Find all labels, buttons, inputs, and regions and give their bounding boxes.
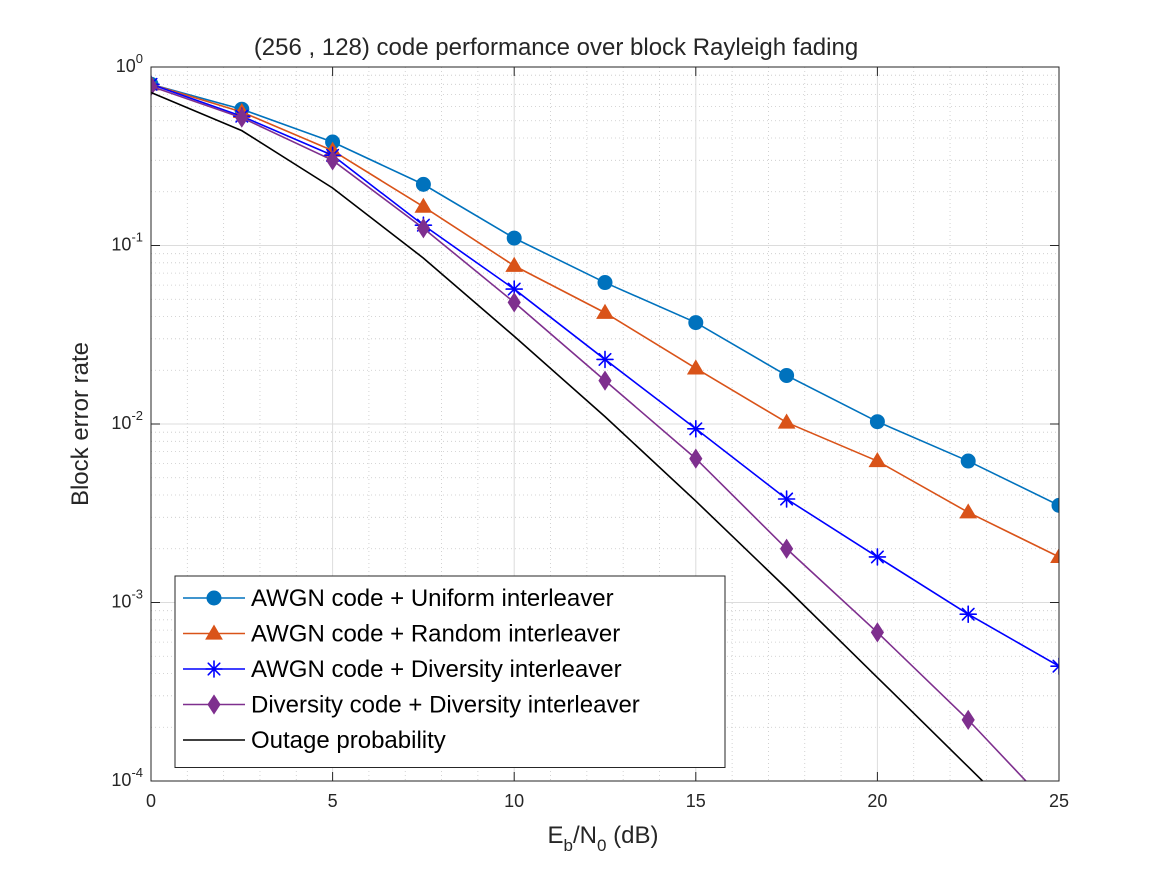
data-point-awgn-code-uniform-interleaver <box>960 453 976 469</box>
x-tick-label: 10 <box>504 791 524 811</box>
data-point-diversity-code-diversity-interleaver <box>780 538 794 559</box>
y-tick-label-base: 10 <box>111 592 131 612</box>
data-point-diversity-code-diversity-interleaver <box>689 448 703 469</box>
data-point-awgn-code-uniform-interleaver <box>506 230 522 246</box>
legend-label-diversity-code-diversity-interleaver: Diversity code + Diversity interleaver <box>251 692 640 719</box>
y-tick-label-exponent: -3 <box>131 587 143 602</box>
legend-label-awgn-code-uniform-interleaver: AWGN code + Uniform interleaver <box>251 585 614 612</box>
legend-marker-awgn-code-diversity-interleaver-stroke <box>207 662 221 676</box>
y-tick-label: 10-2 <box>111 408 143 433</box>
series-outage-probability <box>151 91 984 781</box>
data-point-awgn-code-random-interleaver <box>505 256 524 272</box>
data-point-awgn-code-uniform-interleaver <box>1051 497 1059 513</box>
legend-entry-diversity-code-diversity-interleaver: Diversity code + Diversity interleaver <box>183 692 640 719</box>
data-point-awgn-code-random-interleaver <box>596 303 614 319</box>
data-point-awgn-code-diversity-interleaver-stroke <box>961 607 975 621</box>
data-point-awgn-code-uniform-interleaver <box>688 315 704 331</box>
data-point-awgn-code-diversity-interleaver <box>505 280 524 298</box>
legend-entry-awgn-code-random-interleaver: AWGN code + Random interleaver <box>183 621 620 648</box>
legend-label-awgn-code-diversity-interleaver: AWGN code + Diversity interleaver <box>251 656 622 683</box>
x-tick-label: 0 <box>146 791 156 811</box>
y-tick-label-base: 10 <box>111 235 131 255</box>
legend-box <box>174 575 726 768</box>
data-point-awgn-code-diversity-interleaver <box>686 419 705 438</box>
legend-marker-awgn-code-diversity-interleaver <box>205 660 223 678</box>
y-tick-label-exponent: -2 <box>131 408 143 423</box>
data-point-awgn-code-random-interleaver <box>414 197 433 213</box>
legend-entries: AWGN code + Uniform interleaver AWGN code… <box>183 585 640 754</box>
legend-marker-diversity-code-diversity-interleaver <box>207 694 221 715</box>
data-point-awgn-code-diversity-interleaver-stroke <box>689 422 703 436</box>
data-point-awgn-code-diversity-interleaver-stroke <box>151 77 158 86</box>
data-point-awgn-code-random-interleaver <box>1050 547 1059 564</box>
x-axis-label-unit: (dB) <box>606 822 658 849</box>
legend-label-outage-probability: Outage probability <box>251 727 446 754</box>
data-point-awgn-code-uniform-interleaver <box>869 414 885 430</box>
x-axis-label-mid: /N <box>573 822 597 849</box>
chart-title: (256 , 128) code performance over block … <box>254 34 858 61</box>
x-axis-label: Eb/N0 (dB) <box>548 822 659 855</box>
data-point-awgn-code-diversity-interleaver-stroke <box>870 550 884 564</box>
data-point-awgn-code-diversity-interleaver-stroke <box>1052 659 1059 668</box>
x-axis-label-main: E <box>548 822 564 849</box>
data-point-awgn-code-random-interleaver <box>868 452 887 468</box>
data-point-awgn-code-random-interleaver <box>777 413 796 429</box>
y-tick-label: 10-4 <box>111 765 143 790</box>
legend-marker-awgn-code-random-interleaver <box>205 624 223 640</box>
data-point-awgn-code-random-interleaver <box>686 359 705 375</box>
y-tick-label: 10-3 <box>111 587 143 612</box>
data-point-diversity-code-diversity-interleaver <box>326 150 340 171</box>
data-point-awgn-code-diversity-interleaver-stroke <box>1052 665 1059 673</box>
legend-entry-outage-probability: Outage probability <box>183 727 446 754</box>
data-point-awgn-code-diversity-interleaver <box>868 548 887 566</box>
series-awgn-code-diversity-interleaver <box>151 75 1059 675</box>
y-tick-label-base: 10 <box>116 56 136 76</box>
data-point-diversity-code-diversity-interleaver <box>961 709 975 730</box>
data-point-diversity-code-diversity-interleaver <box>416 218 430 239</box>
series-line-outage-probability <box>151 91 984 781</box>
y-tick-label-exponent: -1 <box>131 230 143 245</box>
y-tick-label-base: 10 <box>111 413 131 433</box>
x-tick-labels: 0 5 10 15 20 25 <box>146 791 1069 811</box>
data-point-diversity-code-diversity-interleaver <box>870 622 884 643</box>
x-axis-label-sub-0: 0 <box>597 836 606 855</box>
x-tick-label: 25 <box>1049 791 1069 811</box>
data-point-awgn-code-random-interleaver <box>959 503 978 519</box>
data-point-awgn-code-diversity-interleaver <box>596 350 614 369</box>
data-point-awgn-code-uniform-interleaver <box>415 176 431 192</box>
data-point-awgn-code-diversity-interleaver <box>777 490 796 508</box>
axis-ticks <box>150 66 1060 782</box>
data-point-awgn-code-diversity-interleaver-stroke <box>780 492 794 506</box>
legend-entry-awgn-code-diversity-interleaver: AWGN code + Diversity interleaver <box>183 656 622 683</box>
data-point-awgn-code-uniform-interleaver <box>779 367 795 383</box>
legend-label-awgn-code-random-interleaver: AWGN code + Random interleaver <box>251 621 620 648</box>
series-diversity-code-diversity-interleaver <box>151 76 1027 781</box>
data-point-diversity-code-diversity-interleaver <box>598 370 612 391</box>
data-point-awgn-code-diversity-interleaver <box>1050 657 1059 675</box>
data-point-awgn-code-uniform-interleaver <box>597 275 613 291</box>
x-tick-label: 15 <box>686 791 706 811</box>
y-tick-label-base: 10 <box>111 770 131 790</box>
y-axis-label: Block error rate <box>67 342 94 506</box>
y-tick-label-exponent: -4 <box>131 765 143 780</box>
data-point-diversity-code-diversity-interleaver <box>507 292 521 313</box>
data-point-awgn-code-diversity-interleaver-stroke <box>507 282 521 296</box>
x-tick-label: 5 <box>328 791 338 811</box>
legend: AWGN code + Uniform interleaver AWGN code… <box>174 575 726 768</box>
y-tick-label: 100 <box>116 51 143 76</box>
y-tick-label: 10-1 <box>111 230 143 255</box>
data-point-awgn-code-diversity-interleaver <box>959 605 978 623</box>
x-axis-label-sub-b: b <box>564 836 573 855</box>
data-point-diversity-code-diversity-interleaver <box>151 76 158 97</box>
y-tick-label-exponent: 0 <box>136 51 143 66</box>
legend-entry-awgn-code-uniform-interleaver: AWGN code + Uniform interleaver <box>183 585 614 612</box>
x-tick-label: 20 <box>867 791 887 811</box>
data-point-diversity-code-diversity-interleaver <box>235 107 249 128</box>
data-point-awgn-code-diversity-interleaver-stroke <box>598 352 612 366</box>
legend-marker-awgn-code-uniform-interleaver <box>206 590 222 606</box>
series-layer <box>151 75 1059 781</box>
